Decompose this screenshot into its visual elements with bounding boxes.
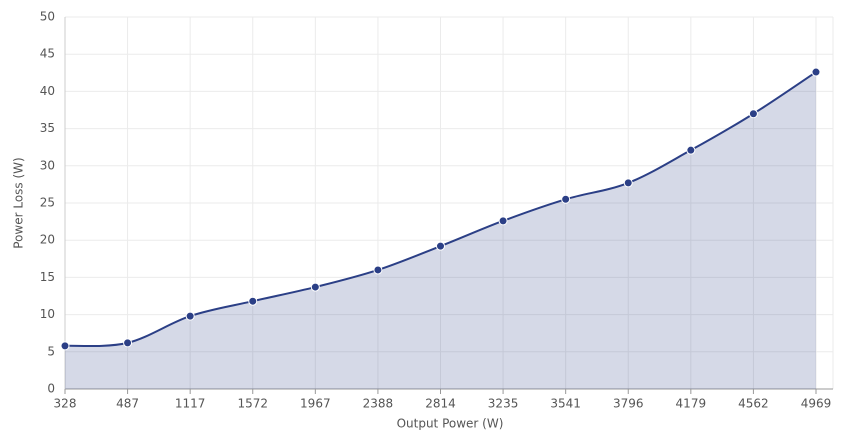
x-tick-label: 1572 <box>237 397 268 411</box>
y-tick-label: 30 <box>40 158 55 172</box>
point <box>686 145 696 155</box>
y-tick-label: 40 <box>40 84 55 98</box>
point <box>60 341 70 351</box>
point <box>498 216 508 226</box>
x-tick-label: 1117 <box>175 397 206 411</box>
x-tick-label: 487 <box>116 397 139 411</box>
y-tick-label: 0 <box>47 382 55 396</box>
y-tick-label: 45 <box>40 47 55 61</box>
point <box>373 265 383 275</box>
x-tick-label: 1967 <box>300 397 331 411</box>
y-tick-label: 25 <box>40 196 55 210</box>
x-tick-label: 3796 <box>613 397 644 411</box>
point <box>623 178 633 188</box>
x-tick-label: 328 <box>54 397 77 411</box>
area-fill <box>65 72 816 389</box>
y-tick-label: 50 <box>40 10 55 24</box>
x-tick-label: 3541 <box>550 397 581 411</box>
y-tick-label: 10 <box>40 307 55 321</box>
point <box>436 241 445 251</box>
point <box>748 109 758 119</box>
x-tick-label: 3235 <box>488 397 519 411</box>
point <box>310 282 320 292</box>
x-tick-label: 4969 <box>801 397 832 411</box>
y-tick-label: 35 <box>40 121 55 135</box>
y-tick-label: 20 <box>40 233 55 247</box>
y-tick-label: 5 <box>47 344 55 358</box>
point <box>123 338 133 348</box>
point <box>561 194 571 204</box>
x-tick-label: 4179 <box>676 397 707 411</box>
x-tick-label: 2814 <box>425 397 456 411</box>
x-tick-label: 2388 <box>363 397 394 411</box>
point <box>248 296 258 306</box>
x-tick-label: 4562 <box>738 397 769 411</box>
point <box>185 311 195 321</box>
x-axis-title: Output Power (W) <box>397 417 504 431</box>
point <box>811 67 821 77</box>
y-tick-label: 15 <box>40 270 55 284</box>
y-axis-title: Power Loss (W) <box>12 157 26 248</box>
